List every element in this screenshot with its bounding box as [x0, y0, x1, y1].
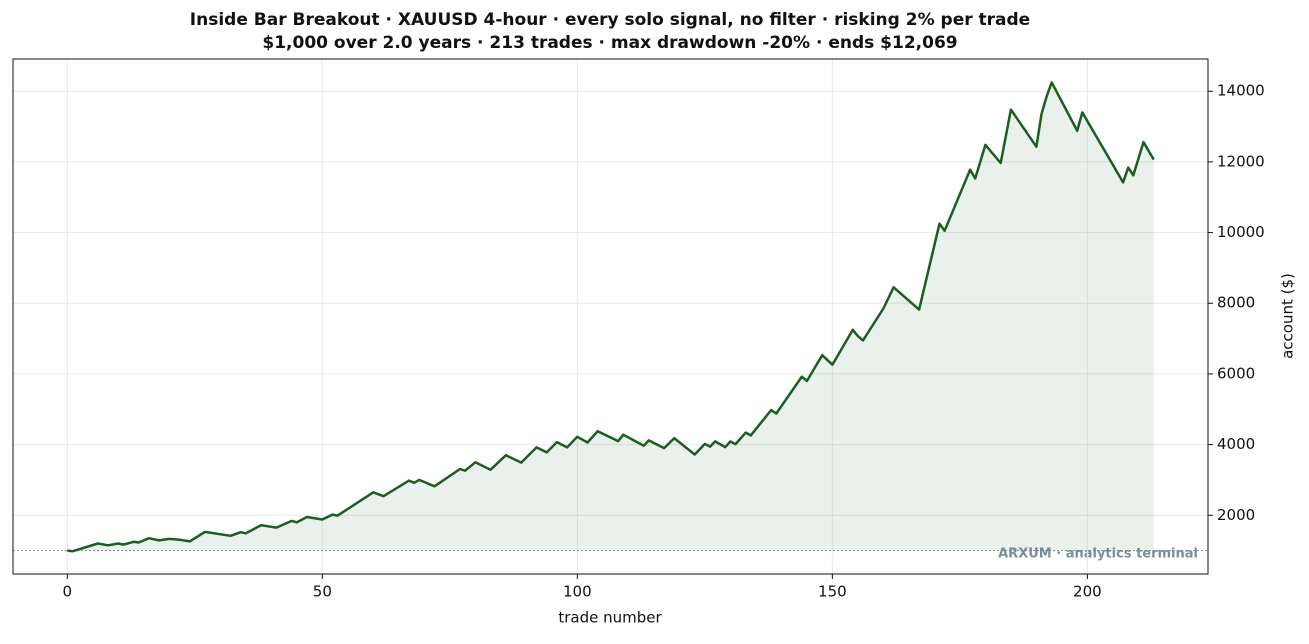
y-tick-label: 6000	[1217, 364, 1255, 382]
area	[67, 82, 1154, 552]
x-tick-label: 50	[313, 583, 332, 601]
x-tick-label: 100	[563, 583, 592, 601]
x-axis-label: trade number	[558, 609, 662, 627]
x-tick-label: 0	[63, 583, 73, 601]
y-axis-label: account ($)	[1279, 273, 1297, 359]
chart-title: Inside Bar Breakout · XAUUSD 4-hour · ev…	[190, 10, 1030, 30]
x-tick-label: 150	[818, 583, 847, 601]
y-tick-label: 8000	[1217, 294, 1255, 312]
y-tick-label: 4000	[1217, 435, 1255, 453]
y-tick-label: 10000	[1217, 223, 1265, 241]
line	[67, 81, 1155, 553]
plot-frame	[12, 58, 1209, 575]
x-tick-label: 200	[1073, 583, 1102, 601]
y-tick-label: 12000	[1217, 152, 1265, 170]
y-tick-label: 14000	[1217, 82, 1265, 100]
y-tick-label: 2000	[1217, 506, 1255, 524]
chart-subtitle: $1,000 over 2.0 years · 213 trades · max…	[262, 33, 957, 53]
watermark: ARXUM · analytics terminal	[998, 547, 1198, 562]
